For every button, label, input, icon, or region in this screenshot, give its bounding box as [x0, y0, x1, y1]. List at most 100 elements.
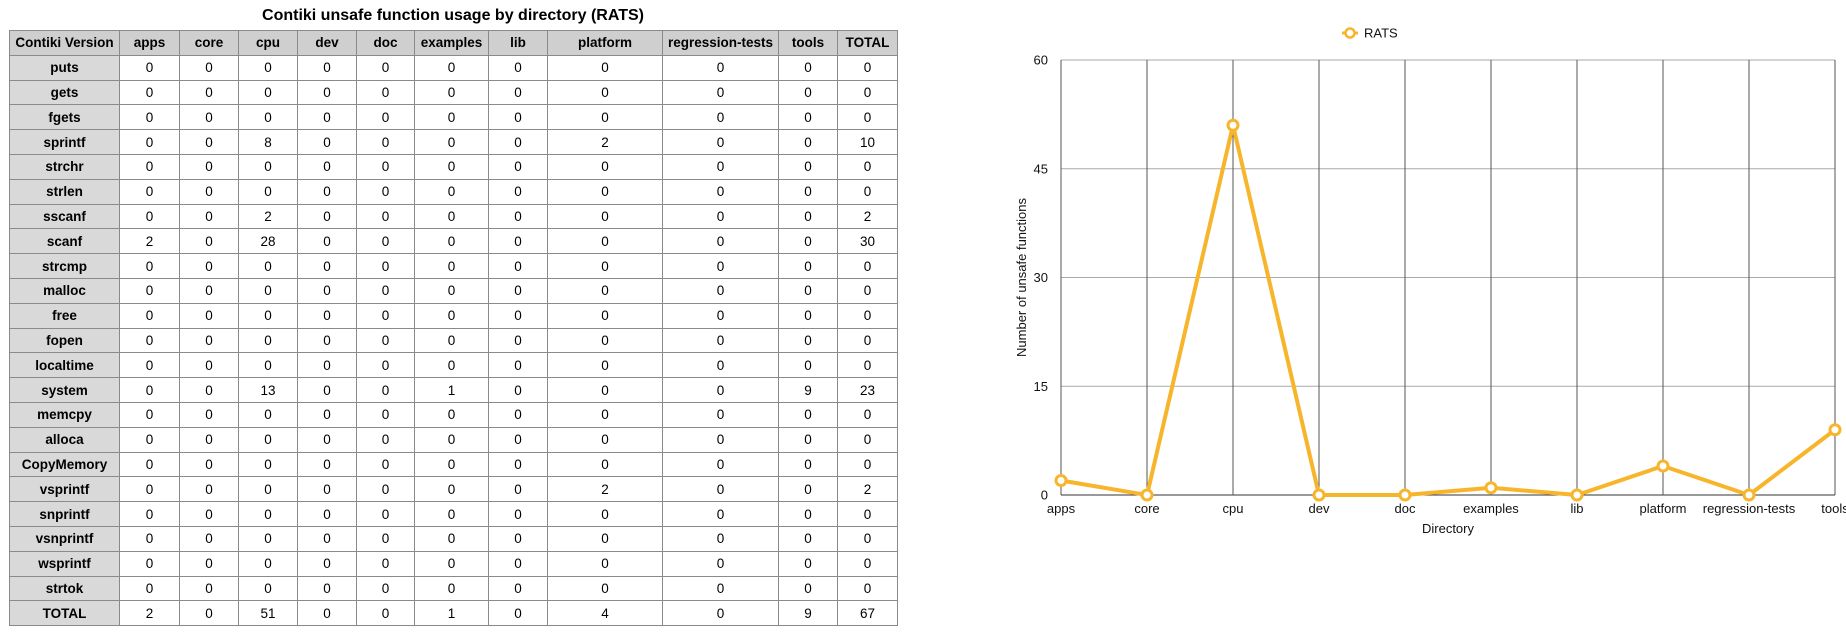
column-header: cpu	[238, 30, 298, 56]
table-cell: 0	[179, 575, 239, 602]
table-cell: 0	[356, 79, 415, 106]
table-cell: 0	[837, 277, 898, 304]
y-tick-label: 60	[1034, 53, 1048, 68]
row-header: wsprintf	[9, 550, 120, 577]
table-row: system 0 0 13 0 0 1 0 0 0 9 23	[9, 377, 898, 403]
data-point	[1484, 481, 1498, 495]
table-cell: 0	[119, 401, 180, 428]
column-header: examples	[414, 30, 489, 56]
table-cell: 28	[238, 228, 298, 255]
table-cell: 0	[179, 451, 239, 478]
table-cell: 0	[488, 153, 548, 180]
table-cell: 0	[238, 153, 298, 180]
data-point	[1742, 488, 1756, 502]
table-cell: 0	[179, 178, 239, 205]
table-cell: 0	[119, 79, 180, 106]
table-cell: 0	[119, 352, 180, 379]
table-cell: 0	[488, 426, 548, 453]
table-cell: 0	[119, 54, 180, 81]
table-cell: 0	[837, 178, 898, 205]
table-cell: 0	[297, 501, 357, 527]
table-cell: 0	[547, 228, 663, 255]
x-tick-label: regression-tests	[1703, 501, 1796, 516]
column-header: doc	[356, 30, 415, 56]
table-cell: 0	[356, 203, 415, 230]
table-cell: 0	[356, 277, 415, 304]
table-cell: 0	[238, 426, 298, 453]
table-cell: 0	[488, 600, 548, 627]
column-header: Contiki Version	[9, 30, 120, 56]
table-cell: 0	[662, 153, 779, 180]
table-cell: 0	[356, 550, 415, 577]
table-cell: 0	[297, 377, 357, 403]
table-cell: 0	[488, 79, 548, 106]
table-cell: 0	[297, 178, 357, 205]
table-cell: 0	[238, 401, 298, 428]
row-header: fgets	[9, 104, 120, 131]
table-cell: 0	[297, 600, 357, 627]
table-cell: 0	[488, 277, 548, 304]
row-header: vsprintf	[9, 476, 120, 503]
table-cell: 0	[179, 352, 239, 379]
table-cell: 0	[356, 129, 415, 155]
column-header: regression-tests	[662, 30, 779, 56]
table-cell: 0	[778, 203, 838, 230]
table-row: TOTAL 2 0 51 0 0 1 0 4 0 9 67	[9, 600, 898, 627]
table-cell: 0	[356, 426, 415, 453]
usage-table-panel: Contiki unsafe function usage by directo…	[9, 0, 898, 627]
table-cell: 0	[356, 451, 415, 478]
row-header: localtime	[9, 352, 120, 379]
table-cell: 0	[119, 426, 180, 453]
table-cell: 0	[179, 228, 239, 255]
table-cell: 0	[297, 79, 357, 106]
table-cell: 0	[414, 476, 489, 503]
table-cell: 0	[179, 426, 239, 453]
table-cell: 0	[837, 451, 898, 478]
table-cell: 0	[414, 451, 489, 478]
table-cell: 0	[238, 352, 298, 379]
x-tick-label: apps	[1047, 501, 1076, 516]
table-cell: 0	[179, 550, 239, 577]
table-cell: 0	[778, 575, 838, 602]
table-cell: 0	[547, 104, 663, 131]
table-cell: 0	[547, 575, 663, 602]
table-cell: 0	[297, 575, 357, 602]
table-cell: 0	[414, 327, 489, 354]
table-cell: 0	[488, 550, 548, 577]
table-row: wsprintf 0 0 0 0 0 0 0 0 0 0 0	[9, 550, 898, 577]
table-cell: 0	[662, 253, 779, 279]
table-cell: 0	[414, 79, 489, 106]
table-row: fopen 0 0 0 0 0 0 0 0 0 0 0	[9, 327, 898, 354]
row-header: sprintf	[9, 129, 120, 155]
table-cell: 23	[837, 377, 898, 403]
table-cell: 0	[837, 327, 898, 354]
table-cell: 0	[356, 54, 415, 81]
x-tick-label: platform	[1640, 501, 1687, 516]
table-cell: 0	[238, 476, 298, 503]
table-cell: 2	[119, 228, 180, 255]
row-header: fopen	[9, 327, 120, 354]
table-cell: 0	[297, 302, 357, 329]
table-cell: 0	[119, 327, 180, 354]
row-header: strtok	[9, 575, 120, 602]
table-cell: 0	[662, 129, 779, 155]
table-cell: 0	[778, 253, 838, 279]
table-cell: 0	[488, 253, 548, 279]
table-cell: 0	[179, 600, 239, 627]
table-cell: 0	[297, 476, 357, 503]
table-cell: 0	[414, 302, 489, 329]
table-cell: 0	[238, 501, 298, 527]
table-cell: 0	[179, 79, 239, 106]
table-cell: 0	[356, 600, 415, 627]
table-cell: 0	[297, 253, 357, 279]
table-cell: 0	[238, 104, 298, 131]
table-cell: 0	[119, 525, 180, 552]
column-header: TOTAL	[837, 30, 898, 56]
table-cell: 0	[837, 401, 898, 428]
table-cell: 0	[547, 451, 663, 478]
data-point	[1140, 488, 1154, 502]
table-cell: 0	[356, 352, 415, 379]
table-cell: 1	[414, 377, 489, 403]
table-cell: 0	[414, 104, 489, 131]
table-cell: 0	[778, 178, 838, 205]
